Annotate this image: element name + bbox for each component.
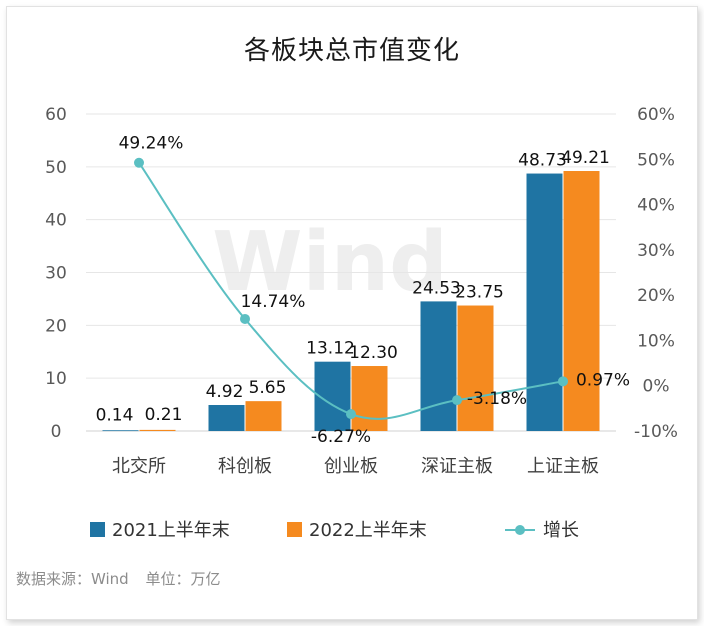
chart-footer: 数据来源：Wind 单位：万亿 <box>16 568 233 589</box>
growth-point <box>134 157 144 168</box>
unit-note: 单位：万亿 <box>145 570 221 588</box>
bar-data-label: 13.12 <box>306 339 355 359</box>
y-right-tick-label: -10% <box>634 422 678 442</box>
growth-point <box>452 395 462 406</box>
legend-swatch <box>287 522 302 537</box>
y-right-tick-label: 20% <box>637 286 675 306</box>
bar <box>139 429 176 431</box>
chart-title: 各板块总市值变化 <box>243 36 460 66</box>
growth-point <box>240 313 250 324</box>
bar <box>526 173 563 432</box>
bar <box>563 171 600 431</box>
x-tick-label: 创业板 <box>324 456 378 477</box>
y-right-tick-label: 40% <box>637 196 675 216</box>
legend-label: 2021上半年末 <box>112 520 230 541</box>
x-tick-label: 北交所 <box>112 456 166 477</box>
legend-swatch <box>90 522 105 537</box>
bar <box>457 305 494 431</box>
legend-line-marker <box>515 525 525 535</box>
bar <box>420 301 457 431</box>
y-right-tick-label: 30% <box>637 241 675 261</box>
legend-label: 2022上半年末 <box>309 520 427 541</box>
bar-data-label: 24.53 <box>412 278 461 298</box>
bar <box>245 401 282 431</box>
bar <box>102 430 139 432</box>
growth-data-label: 14.74% <box>241 292 306 312</box>
y-right-tick-label: 50% <box>637 150 675 170</box>
bar-data-label: 48.73 <box>518 151 567 171</box>
bar-data-label: 23.75 <box>455 283 504 303</box>
bar-data-label: 12.30 <box>349 343 398 363</box>
y-left-tick-label: 40 <box>45 211 67 231</box>
watermark-text: Wind <box>212 215 448 310</box>
y-left-tick-label: 60 <box>45 105 67 125</box>
growth-point <box>346 409 356 420</box>
y-right-tick-label: 0% <box>643 377 670 397</box>
x-tick-label: 上证主板 <box>527 456 599 477</box>
bar-data-label: 5.65 <box>249 378 287 398</box>
legend-label: 增长 <box>543 520 579 541</box>
bar <box>351 366 388 431</box>
growth-line <box>138 162 564 420</box>
growth-data-label: -6.27% <box>311 427 371 447</box>
y-left-tick-label: 50 <box>45 158 67 178</box>
growth-data-label: 0.97% <box>576 370 630 390</box>
x-tick-label: 深证主板 <box>421 456 493 477</box>
y-left-tick-label: 0 <box>51 422 62 442</box>
growth-data-label: 49.24% <box>119 134 184 154</box>
bar-data-label: 49.21 <box>561 148 610 168</box>
bar-data-label: 0.21 <box>145 405 183 425</box>
y-right-tick-label: 10% <box>637 331 675 351</box>
bar-data-label: 4.92 <box>206 382 244 402</box>
source-note: 数据来源：Wind <box>16 570 129 588</box>
bar-data-label: 0.14 <box>96 405 134 425</box>
growth-data-label: -3.18% <box>467 389 527 409</box>
y-left-tick-label: 20 <box>45 316 67 336</box>
y-left-tick-label: 10 <box>45 369 67 389</box>
growth-point <box>558 376 568 387</box>
y-right-tick-label: 60% <box>637 105 675 125</box>
bar <box>208 405 245 431</box>
y-left-tick-label: 30 <box>45 264 67 284</box>
x-tick-label: 科创板 <box>218 456 272 477</box>
